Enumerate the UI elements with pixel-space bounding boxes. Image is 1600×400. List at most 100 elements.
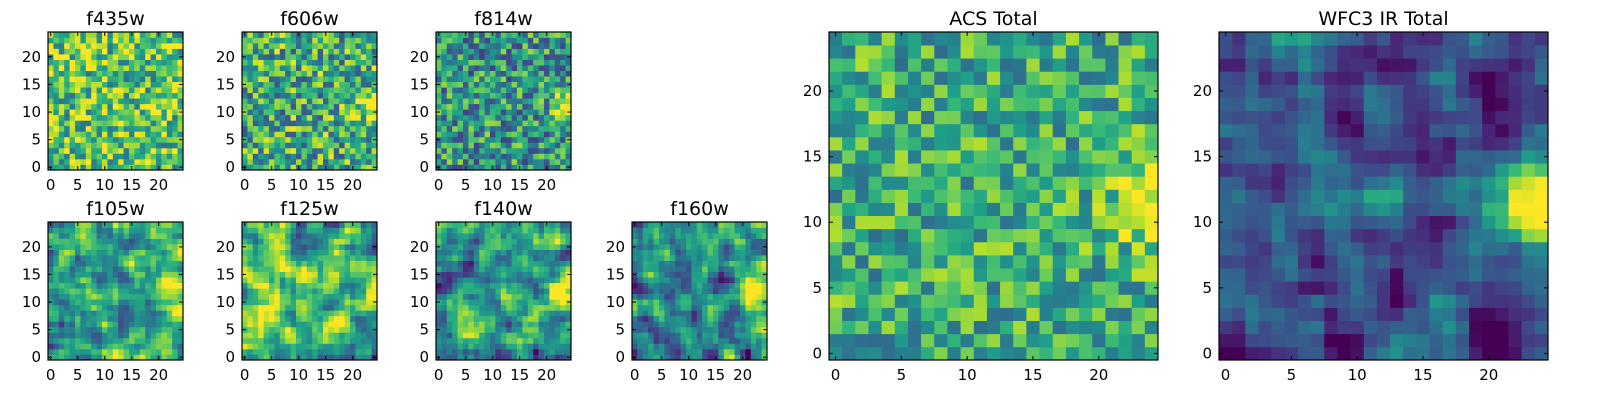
heatmap-cell (511, 153, 518, 160)
heatmap-cell (172, 288, 178, 295)
heatmap-cell (85, 125, 92, 132)
heatmap-cell (75, 255, 81, 261)
heatmap-cell (328, 249, 335, 256)
heatmap-cell (750, 299, 757, 306)
heatmap-cell (360, 282, 367, 289)
heatmap-cell (102, 158, 108, 165)
heatmap-cell (161, 103, 168, 110)
heatmap-cell (1118, 281, 1133, 295)
heatmap-cell (247, 43, 254, 49)
heatmap-cell (301, 222, 308, 228)
heatmap-cell (48, 315, 54, 322)
heatmap-cell (145, 125, 151, 132)
heatmap-cell (366, 227, 372, 234)
heatmap-cell (166, 92, 173, 99)
heatmap-cell (468, 81, 475, 88)
heatmap-cell (53, 233, 60, 239)
heatmap-cell (102, 249, 108, 256)
heatmap-cell (134, 147, 141, 154)
heatmap-cell (285, 147, 291, 154)
heatmap-cell (1118, 176, 1133, 190)
heatmap-cell (500, 266, 507, 273)
heatmap-cell (112, 227, 119, 234)
heatmap-cell (360, 271, 367, 278)
heatmap-cell (139, 315, 146, 322)
heatmap-cell (366, 76, 372, 83)
heatmap-cell (1118, 268, 1133, 282)
heatmap-cell (107, 136, 114, 143)
heatmap-cell (69, 153, 76, 160)
heatmap-cell (355, 310, 362, 317)
heatmap-cell (632, 227, 638, 234)
heatmap-cell (366, 142, 372, 149)
heatmap-cell (511, 227, 518, 234)
y-tick-label: 15 (216, 265, 235, 283)
heatmap-cell (554, 164, 561, 171)
heatmap-cell (554, 343, 561, 350)
heatmap-cell (565, 222, 572, 228)
heatmap-cell (473, 120, 480, 127)
heatmap-cell (64, 32, 70, 38)
heatmap-cell (360, 266, 367, 273)
heatmap-cell (150, 293, 157, 300)
heatmap-cell (436, 70, 442, 77)
heatmap-cell (484, 348, 491, 355)
x-tick-label: 5 (73, 176, 83, 194)
heatmap-cell (53, 48, 60, 55)
heatmap-cell (565, 337, 572, 344)
heatmap-cell (145, 332, 151, 339)
heatmap-cell (659, 337, 665, 344)
heatmap-cell (166, 120, 173, 127)
heatmap-cell (484, 315, 491, 322)
heatmap-cell (517, 304, 523, 311)
heatmap-cell (441, 266, 448, 273)
heatmap-cell (172, 354, 178, 361)
heatmap-cell (274, 293, 281, 300)
heatmap-cell (102, 310, 108, 317)
heatmap-cell (312, 109, 318, 116)
heatmap-cell (355, 120, 362, 127)
heatmap-cell (258, 266, 264, 273)
heatmap-cell (107, 92, 114, 99)
heatmap-cell (675, 326, 681, 333)
heatmap-cell (139, 321, 146, 328)
heatmap-cell (734, 354, 741, 361)
heatmap-cell (296, 76, 302, 83)
heatmap-cell (538, 271, 545, 278)
heatmap-cell (468, 343, 475, 350)
heatmap-cell (166, 299, 173, 306)
heatmap-cell (495, 271, 502, 278)
heatmap-cell (112, 120, 119, 127)
heatmap-cell (457, 81, 464, 88)
heatmap-cell (680, 332, 687, 339)
heatmap-cell (691, 348, 698, 355)
heatmap-cell (441, 348, 448, 355)
heatmap-cell (686, 249, 692, 256)
heatmap-cell (756, 255, 762, 261)
heatmap-cell (350, 293, 356, 300)
heatmap-cell (659, 310, 665, 317)
heatmap-cell (702, 260, 708, 267)
heatmap-cell (463, 98, 469, 105)
heatmap-cell (718, 288, 725, 295)
heatmap-cell (718, 332, 725, 339)
heatmap-cell (517, 310, 523, 317)
heatmap-cell (560, 59, 566, 66)
heatmap-cell (58, 32, 65, 38)
heatmap-cell (139, 337, 146, 344)
heatmap-cell (134, 114, 141, 121)
heatmap-cell (637, 304, 644, 311)
heatmap-cell (96, 125, 103, 132)
heatmap-cell (69, 109, 76, 116)
heatmap-cell (166, 147, 173, 154)
heatmap-cell (323, 43, 329, 49)
heatmap-cell (533, 282, 539, 289)
heatmap-cell (452, 59, 458, 66)
heatmap-cell (484, 32, 491, 38)
heatmap-cell (339, 222, 345, 228)
heatmap-cell (69, 293, 76, 300)
heatmap-cell (894, 228, 909, 243)
heatmap-cell (544, 136, 550, 143)
heatmap-cell (538, 227, 545, 234)
heatmap-cell (637, 249, 644, 256)
